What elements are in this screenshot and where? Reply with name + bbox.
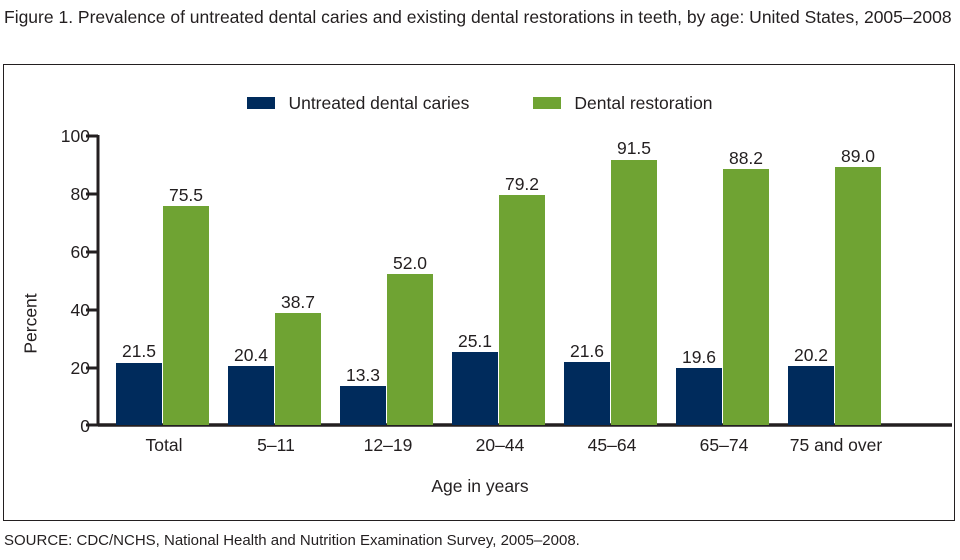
bar-value-restoration: 91.5 (616, 138, 652, 158)
bar-value-restoration: 52.0 (392, 253, 428, 273)
legend-item-untreated-dental-caries[interactable]: Untreated dental caries (247, 92, 470, 113)
bar-restoration[interactable] (723, 169, 769, 425)
bar-value-restoration: 79.2 (504, 174, 540, 194)
y-tick-label: 40 (70, 300, 90, 320)
bar-caries[interactable] (564, 362, 610, 425)
y-tick-label: 80 (70, 184, 90, 204)
bar-value-caries: 20.2 (793, 345, 829, 365)
bars-layer: 21.5 75.5 20.4 38.7 13.3 52.0 (4, 65, 956, 522)
bar-value-caries: 19.6 (681, 347, 717, 367)
legend-item-dental-restoration[interactable]: Dental restoration (533, 92, 713, 113)
bar-caries[interactable] (116, 362, 162, 425)
chart-panel: Untreated dental caries Dental restorati… (3, 64, 955, 521)
bar-restoration[interactable] (387, 274, 433, 425)
bar-value-caries: 13.3 (345, 365, 381, 385)
bar-value-restoration: 89.0 (840, 146, 876, 166)
bar-value-restoration: 38.7 (280, 292, 316, 312)
bar-value-caries: 21.6 (569, 341, 605, 361)
bar-value-caries: 20.4 (233, 345, 269, 365)
y-tick-label: 100 (60, 126, 90, 146)
x-tick-label: 75 and over (789, 435, 883, 455)
bar-restoration[interactable] (275, 312, 321, 425)
bar-caries[interactable] (340, 386, 386, 425)
chart-legend: Untreated dental caries Dental restorati… (4, 91, 956, 115)
bar-value-caries: 21.5 (121, 341, 157, 361)
legend-label-restoration: Dental restoration (574, 92, 713, 113)
bar-value-restoration: 75.5 (168, 185, 204, 205)
bar-caries[interactable] (788, 366, 834, 425)
y-tick-label: 60 (70, 242, 90, 262)
plot-area: Percent 100 80 60 40 20 0 (4, 65, 956, 522)
legend-swatch-icon-restoration (533, 97, 562, 109)
x-tick-label: Total (145, 435, 183, 455)
bar-caries[interactable] (452, 352, 498, 425)
x-axis-title: Age in years (431, 476, 529, 496)
bar-restoration[interactable] (835, 166, 881, 425)
x-tick-label: 45–64 (587, 435, 637, 455)
bar-restoration[interactable] (611, 159, 657, 425)
bar-caries[interactable] (228, 365, 274, 425)
bar-value-restoration: 88.2 (728, 148, 764, 168)
y-axis-tick-labels: 100 80 60 40 20 0 (44, 65, 90, 522)
figure-source: SOURCE: CDC/NCHS, National Health and Nu… (4, 532, 580, 549)
bar-restoration[interactable] (163, 206, 209, 425)
figure-title: Figure 1. Prevalence of untreated dental… (4, 7, 952, 27)
bar-value-caries: 25.1 (457, 331, 493, 351)
y-tick-label: 20 (70, 358, 90, 378)
legend-label-caries: Untreated dental caries (288, 92, 470, 113)
x-tick-label: 12–19 (363, 435, 413, 455)
y-tick-label: 0 (80, 416, 90, 436)
bar-caries[interactable] (676, 368, 722, 425)
legend-swatch-icon-caries (247, 97, 276, 109)
x-tick-label: 5–11 (257, 435, 295, 455)
x-tick-label: 20–44 (475, 435, 525, 455)
x-tick-label: 65–74 (699, 435, 749, 455)
bar-restoration[interactable] (499, 195, 545, 425)
